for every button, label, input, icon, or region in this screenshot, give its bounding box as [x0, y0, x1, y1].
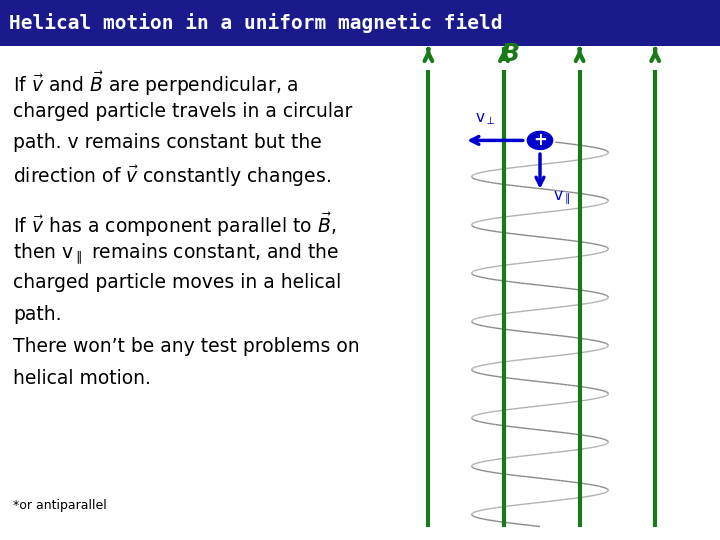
Circle shape [526, 130, 554, 151]
Text: direction of $\vec{v}$ constantly changes.: direction of $\vec{v}$ constantly change… [13, 164, 331, 190]
Text: charged particle travels in a circular: charged particle travels in a circular [13, 102, 352, 120]
Text: There won’t be any test problems on: There won’t be any test problems on [13, 338, 359, 356]
Text: then v$_{\parallel}$ remains constant, and the: then v$_{\parallel}$ remains constant, a… [13, 242, 339, 267]
Text: If $\vec{v}$ and $\vec{B}$ are perpendicular, a: If $\vec{v}$ and $\vec{B}$ are perpendic… [13, 70, 299, 98]
Text: path. v remains constant but the: path. v remains constant but the [13, 133, 322, 152]
Text: Helical motion in a uniform magnetic field: Helical motion in a uniform magnetic fie… [9, 13, 502, 33]
FancyBboxPatch shape [0, 0, 720, 46]
Text: path.: path. [13, 305, 61, 323]
Text: helical motion.: helical motion. [13, 369, 150, 388]
Text: *or antiparallel: *or antiparallel [13, 500, 107, 512]
Text: charged particle moves in a helical: charged particle moves in a helical [13, 273, 341, 292]
Text: B: B [500, 42, 519, 66]
Text: v$_{\perp}$: v$_{\perp}$ [474, 111, 495, 127]
Text: If $\vec{v}$ has a component parallel to $\vec{B}$,: If $\vec{v}$ has a component parallel to… [13, 211, 336, 239]
Text: v$_{\parallel}$: v$_{\parallel}$ [553, 189, 570, 207]
Text: +: + [533, 131, 547, 150]
